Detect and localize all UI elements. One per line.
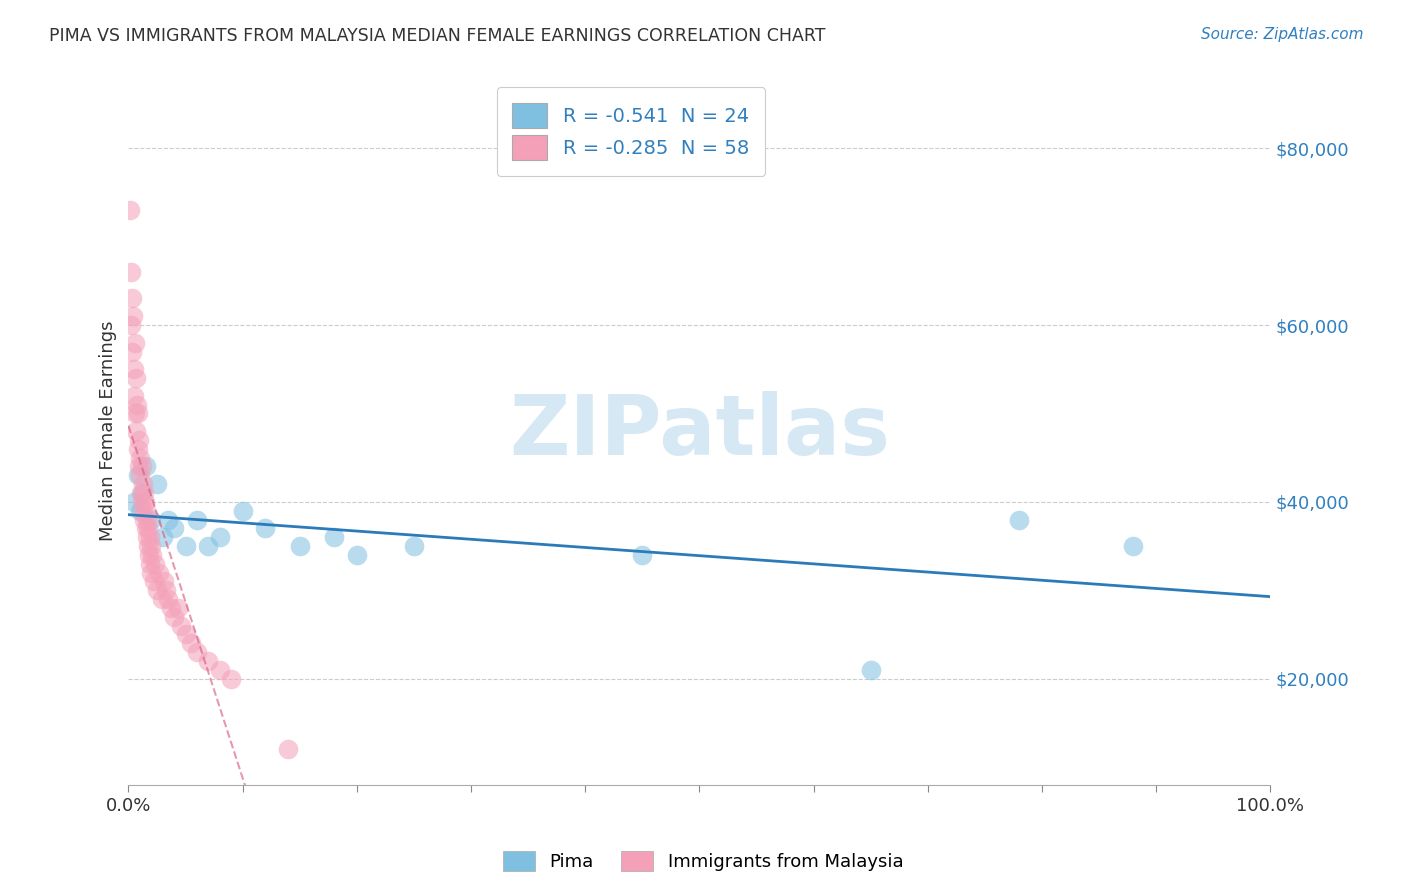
Point: [155, 583, 177, 598]
Point: [146, 583, 169, 598]
Point: [186, 645, 208, 659]
Point: [859, 663, 882, 677]
Text: Source: ZipAtlas.com: Source: ZipAtlas.com: [1201, 27, 1364, 42]
Point: [157, 512, 180, 526]
Point: [1122, 539, 1144, 553]
Point: [138, 548, 160, 562]
Point: [135, 530, 157, 544]
Point: [121, 344, 143, 359]
Point: [132, 504, 155, 518]
Point: [142, 574, 165, 589]
Point: [128, 459, 150, 474]
Point: [120, 318, 142, 332]
Point: [127, 406, 149, 420]
Point: [121, 292, 143, 306]
Point: [180, 636, 202, 650]
Point: [323, 530, 346, 544]
Point: [402, 539, 425, 553]
Point: [197, 654, 219, 668]
Point: [132, 477, 155, 491]
Point: [631, 548, 654, 562]
Point: [139, 557, 162, 571]
Point: [128, 433, 150, 447]
Point: [131, 459, 153, 474]
Point: [138, 530, 160, 544]
Point: [122, 389, 145, 403]
Point: [127, 468, 149, 483]
Point: [131, 495, 153, 509]
Point: [135, 459, 157, 474]
Point: [346, 548, 368, 562]
Point: [139, 539, 162, 553]
Point: [254, 521, 277, 535]
Point: [132, 486, 155, 500]
Point: [129, 450, 152, 465]
Legend: R = -0.541  N = 24, R = -0.285  N = 58: R = -0.541 N = 24, R = -0.285 N = 58: [496, 87, 765, 176]
Point: [128, 504, 150, 518]
Point: [174, 539, 197, 553]
Point: [208, 530, 231, 544]
Point: [186, 512, 208, 526]
Point: [232, 504, 254, 518]
Point: [128, 468, 150, 483]
Point: [131, 486, 153, 500]
Point: [153, 574, 176, 589]
Point: [135, 504, 157, 518]
Point: [150, 592, 173, 607]
Point: [122, 309, 145, 323]
Point: [197, 539, 219, 553]
Point: [141, 566, 163, 580]
Point: [166, 601, 188, 615]
Point: [125, 398, 148, 412]
Point: [120, 265, 142, 279]
Point: [122, 495, 145, 509]
Text: ZIPatlas: ZIPatlas: [509, 391, 890, 472]
Text: PIMA VS IMMIGRANTS FROM MALAYSIA MEDIAN FEMALE EARNINGS CORRELATION CHART: PIMA VS IMMIGRANTS FROM MALAYSIA MEDIAN …: [49, 27, 825, 45]
Point: [135, 521, 157, 535]
Point: [125, 371, 148, 385]
Point: [170, 618, 193, 632]
Point: [120, 202, 142, 217]
Point: [129, 486, 152, 500]
Point: [134, 512, 156, 526]
Point: [136, 512, 159, 526]
Point: [143, 557, 166, 571]
Point: [277, 742, 299, 756]
Point: [124, 406, 146, 420]
Point: [124, 335, 146, 350]
Point: [288, 539, 311, 553]
Point: [157, 592, 180, 607]
Point: [141, 548, 163, 562]
Y-axis label: Median Female Earnings: Median Female Earnings: [100, 321, 117, 541]
Point: [136, 539, 159, 553]
Point: [122, 362, 145, 376]
Point: [219, 672, 242, 686]
Point: [163, 521, 186, 535]
Point: [174, 627, 197, 641]
Point: [163, 609, 186, 624]
Point: [134, 495, 156, 509]
Point: [1008, 512, 1031, 526]
Legend: Pima, Immigrants from Malaysia: Pima, Immigrants from Malaysia: [495, 844, 911, 879]
Point: [125, 424, 148, 438]
Point: [208, 663, 231, 677]
Point: [148, 566, 170, 580]
Point: [141, 512, 163, 526]
Point: [127, 442, 149, 456]
Point: [152, 530, 174, 544]
Point: [159, 601, 181, 615]
Point: [146, 477, 169, 491]
Point: [138, 521, 160, 535]
